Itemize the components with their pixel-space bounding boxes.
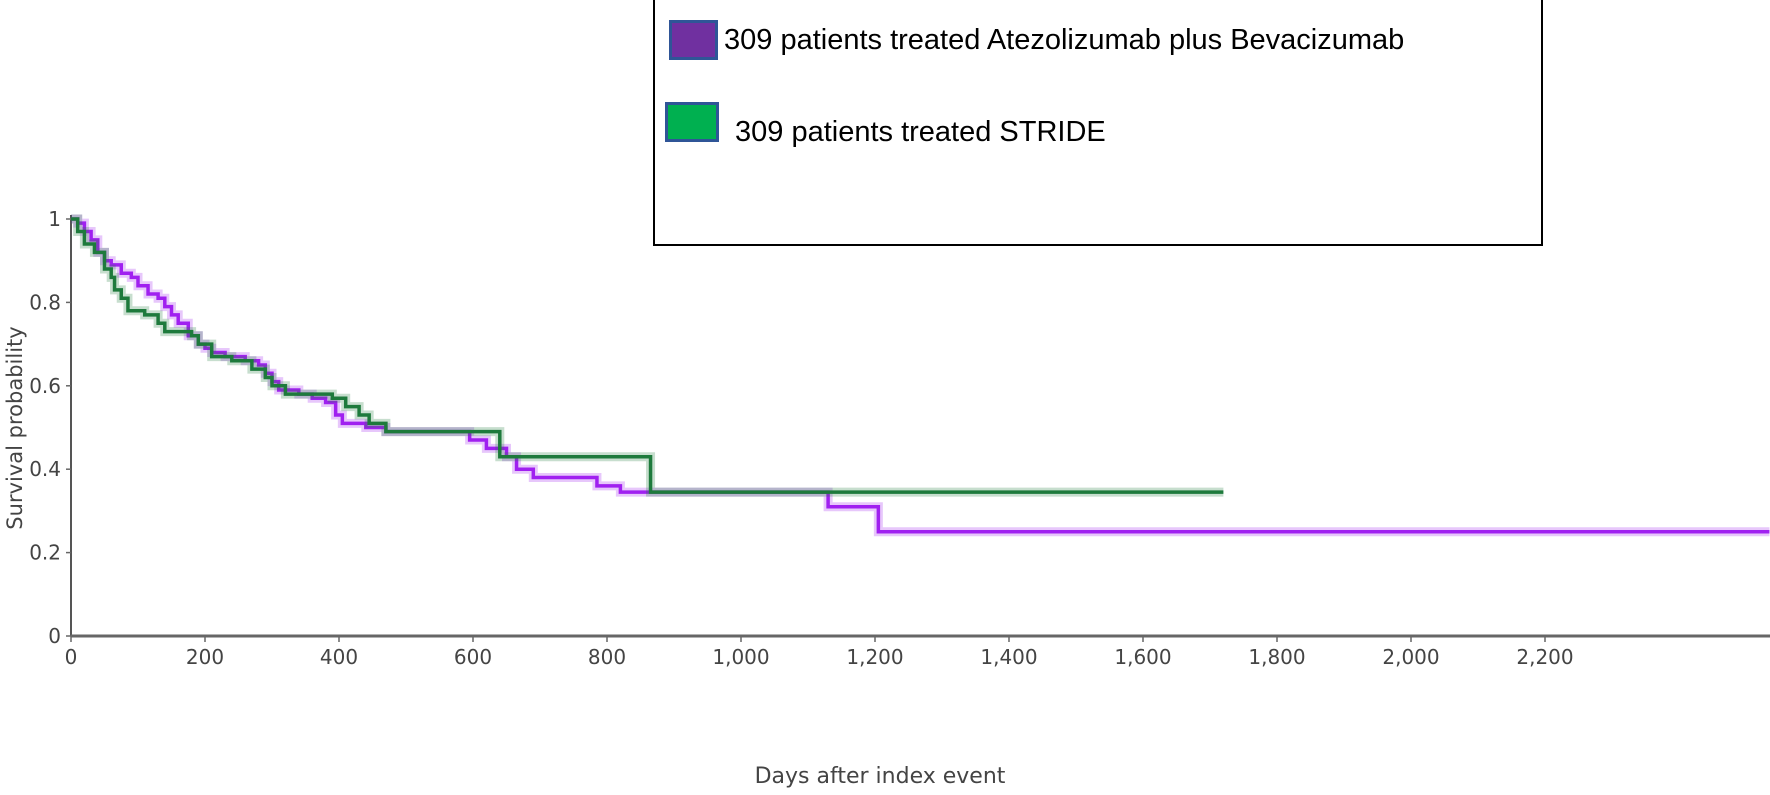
y-axis-label: Survival probability bbox=[3, 326, 27, 529]
legend: 309 patients treated Atezolizumab plus B… bbox=[653, 0, 1543, 246]
confidence-band-0 bbox=[71, 214, 1770, 537]
survival-curves bbox=[71, 214, 1770, 537]
survival-curve-stride bbox=[71, 217, 1224, 494]
axes: 0 200 400 600 800 1,000 1,200 1,400 1,600 1,800 2,… bbox=[29, 207, 1770, 669]
legend-item-stride: 309 patients treated STRIDE bbox=[665, 94, 1106, 149]
y-tick-label: 1 bbox=[48, 207, 61, 231]
x-tick-label: 0 bbox=[65, 645, 78, 669]
legend-item-atezolizumab: 309 patients treated Atezolizumab plus B… bbox=[669, 20, 1404, 60]
x-tick-label: 1,000 bbox=[712, 645, 769, 669]
x-tick-label: 2,200 bbox=[1516, 645, 1573, 669]
x-tick-label: 2,000 bbox=[1382, 645, 1439, 669]
y-tick-label: 0.4 bbox=[29, 457, 61, 481]
x-tick-label: 600 bbox=[454, 645, 492, 669]
y-tick-label: 0.8 bbox=[29, 290, 61, 314]
x-tick-label: 1,800 bbox=[1248, 645, 1305, 669]
y-tick-label: 0.2 bbox=[29, 541, 61, 565]
x-tick-label: 1,200 bbox=[846, 645, 903, 669]
x-tick-label: 200 bbox=[186, 645, 224, 669]
x-tick-label: 800 bbox=[588, 645, 626, 669]
y-tick-label: 0.6 bbox=[29, 374, 61, 398]
x-axis-label: Days after index event bbox=[755, 764, 1006, 789]
survival-curve-atezolizumab bbox=[71, 217, 1770, 534]
legend-swatch-green bbox=[665, 101, 719, 142]
y-tick-label: 0 bbox=[48, 624, 61, 648]
x-tick-label: 1,600 bbox=[1114, 645, 1171, 669]
x-tick-label: 1,400 bbox=[980, 645, 1037, 669]
legend-label: 309 patients treated STRIDE bbox=[735, 116, 1106, 148]
x-tick-label: 400 bbox=[320, 645, 358, 669]
legend-label: 309 patients treated Atezolizumab plus B… bbox=[724, 23, 1405, 56]
legend-swatch-purple bbox=[669, 20, 718, 60]
